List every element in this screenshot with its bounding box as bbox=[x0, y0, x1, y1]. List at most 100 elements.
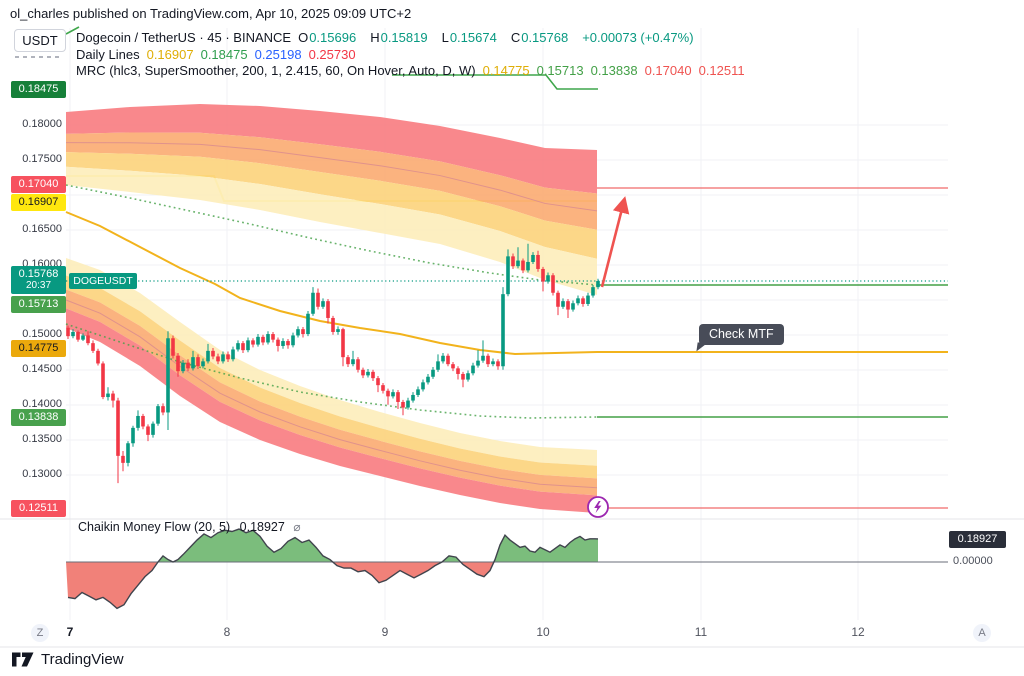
time-axis-label: 7 bbox=[66, 625, 74, 639]
candle-body bbox=[356, 359, 360, 370]
price-badge-0.16907: 0.16907 bbox=[11, 194, 66, 211]
tooltip-text: Check MTF bbox=[709, 327, 774, 341]
candle-body bbox=[591, 287, 595, 296]
price-axis-label: 0.13000 bbox=[22, 468, 62, 480]
candle-body bbox=[186, 362, 190, 369]
candle-body bbox=[366, 371, 370, 376]
candle-body bbox=[481, 355, 485, 361]
candle-body bbox=[361, 369, 365, 376]
candle-body bbox=[336, 329, 340, 332]
candle-body bbox=[216, 356, 220, 362]
candle-body bbox=[571, 303, 575, 310]
indicator-value: 0.17040 bbox=[644, 63, 692, 78]
candle-body bbox=[91, 343, 95, 351]
candle-body bbox=[236, 343, 240, 350]
ohlc-item: H0.15819 bbox=[370, 30, 428, 45]
candle-body bbox=[586, 295, 590, 304]
price-axis-label: 0.16500 bbox=[22, 223, 62, 235]
candle-body bbox=[231, 349, 235, 360]
timezone-button[interactable]: Z bbox=[31, 624, 49, 642]
candle-body bbox=[421, 382, 425, 390]
candle-body bbox=[426, 376, 430, 383]
candle-body bbox=[256, 336, 260, 345]
mrc-upper-band bbox=[66, 152, 597, 259]
indicator-value: 0.25730 bbox=[308, 46, 356, 62]
candle-body bbox=[511, 256, 515, 267]
candle-body bbox=[391, 392, 395, 397]
countdown-timer: 20:37 bbox=[25, 280, 52, 291]
candle-body bbox=[196, 357, 200, 367]
price-badge-0.17040: 0.17040 bbox=[11, 176, 66, 193]
ohlc-item: C0.15768 bbox=[510, 30, 569, 45]
candle-body bbox=[166, 338, 170, 413]
candle-body bbox=[386, 390, 390, 397]
candle-body bbox=[446, 355, 450, 365]
indicator-value: 0.18475 bbox=[200, 46, 248, 62]
candle-body bbox=[441, 355, 445, 362]
candle-body bbox=[241, 343, 245, 351]
candle-body bbox=[161, 406, 165, 413]
check-mtf-tooltip: Check MTF bbox=[696, 324, 784, 353]
mrc-lower-dotted bbox=[65, 323, 598, 419]
indicator-value: 0.15713 bbox=[536, 63, 584, 78]
hidden-eye-icon[interactable]: ⌀ bbox=[293, 520, 301, 534]
candle-body bbox=[66, 327, 70, 337]
candle-body bbox=[276, 339, 280, 346]
symbol-title: Dogecoin / TetherUS · 45 · BINANCE bbox=[76, 30, 292, 45]
candle-body bbox=[596, 281, 600, 288]
candle-body bbox=[176, 355, 180, 372]
candle-body bbox=[551, 275, 555, 293]
tooltip-tail bbox=[696, 342, 707, 353]
price-axis-label: 0.14000 bbox=[22, 398, 62, 410]
candle-body bbox=[506, 256, 510, 295]
candlestick-series bbox=[66, 243, 600, 484]
mrc-mean-line bbox=[65, 211, 948, 356]
mrc-legend-row[interactable]: MRC (hlc3, SuperSmoother, 200, 1, 2.415,… bbox=[76, 63, 752, 78]
candle-body bbox=[501, 294, 505, 367]
candle-body bbox=[81, 335, 85, 340]
candle-body bbox=[146, 426, 150, 435]
tradingview-branding[interactable]: TradingView bbox=[12, 651, 124, 668]
indicator-value: 0.25198 bbox=[254, 46, 302, 62]
time-axis-label: 11 bbox=[694, 625, 708, 639]
candle-body bbox=[566, 301, 570, 310]
candle-body bbox=[206, 350, 210, 362]
candle-body bbox=[326, 301, 330, 318]
mrc-lower-inner-line bbox=[65, 299, 598, 489]
candle-body bbox=[556, 292, 560, 307]
ohlc-item: L0.15674 bbox=[441, 30, 497, 45]
daily-line-green bbox=[392, 74, 598, 90]
bullish-arrow-annotation[interactable] bbox=[600, 196, 630, 288]
price-badge-0.18475: 0.18475 bbox=[11, 81, 66, 98]
lightning-icon[interactable] bbox=[587, 496, 609, 518]
cmf-value: 0.18927 bbox=[239, 520, 285, 534]
indicator-title: Daily Lines bbox=[76, 46, 140, 62]
candle-body bbox=[136, 415, 140, 428]
candle-body bbox=[316, 292, 320, 307]
candle-body bbox=[131, 427, 135, 444]
daily-lines-legend-row[interactable]: Daily Lines 0.16907 0.18475 0.25198 0.25730 bbox=[76, 47, 363, 62]
cmf-legend[interactable]: Chaikin Money Flow (20, 5) 0.18927 ⌀ bbox=[78, 520, 301, 534]
candle-body bbox=[266, 334, 270, 343]
candle-body bbox=[546, 275, 550, 282]
candle-body bbox=[86, 335, 90, 344]
currency-button[interactable]: USDT bbox=[14, 29, 66, 52]
candle-body bbox=[201, 361, 205, 367]
candle-body bbox=[261, 336, 265, 343]
axis-settings-button[interactable]: A bbox=[973, 624, 991, 642]
price-badge-0.15713: 0.15713 bbox=[11, 296, 66, 313]
mrc-upper-band bbox=[66, 104, 597, 194]
candle-body bbox=[371, 371, 375, 379]
price-badge-0.14775: 0.14775 bbox=[11, 340, 66, 357]
candle-body bbox=[456, 368, 460, 374]
candle-body bbox=[406, 400, 410, 408]
mrc-upper-band bbox=[66, 166, 597, 295]
symbol-legend-row[interactable]: Dogecoin / TetherUS · 45 · BINANCE O0.156… bbox=[76, 30, 701, 45]
candle-body bbox=[191, 357, 195, 369]
price-line-symbol-label: DOGEUSDT bbox=[69, 273, 137, 289]
daily-line-green-stub bbox=[65, 26, 80, 35]
candle-body bbox=[181, 362, 185, 372]
candle-body bbox=[271, 334, 275, 340]
candle-body bbox=[126, 443, 130, 463]
